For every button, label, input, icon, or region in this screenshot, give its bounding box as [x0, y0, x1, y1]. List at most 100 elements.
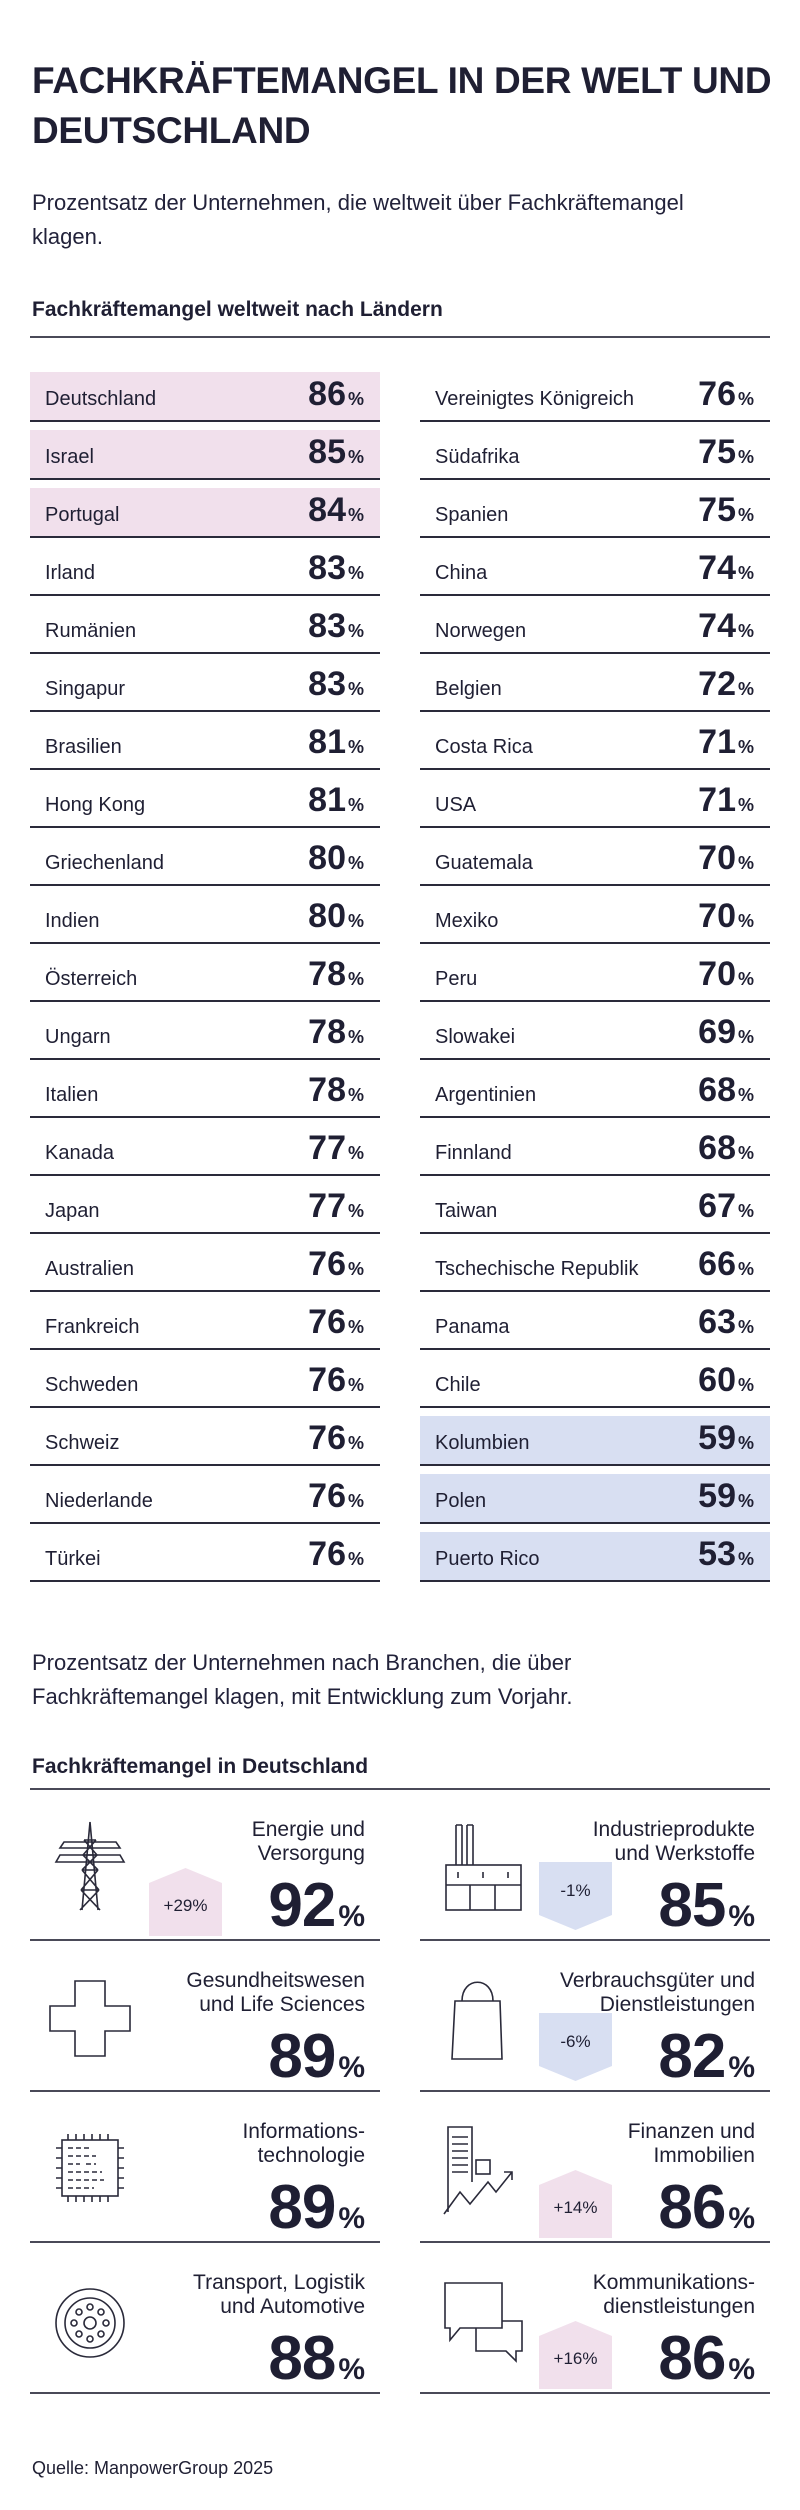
- country-name: Schweiz: [45, 1432, 120, 1454]
- percent-number: 60: [698, 1361, 736, 1399]
- country-value: 76%: [308, 1303, 364, 1342]
- percent-sign: %: [737, 737, 754, 757]
- percent-number: 85: [658, 1871, 726, 1940]
- country-name: China: [435, 562, 488, 584]
- country-name: Belgien: [435, 678, 502, 700]
- country-row: Australien 76%: [30, 1242, 380, 1292]
- country-row: Ungarn 78%: [30, 1010, 380, 1060]
- sector-tile: Transport, Logistik und Automotive 88%: [30, 2243, 380, 2394]
- country-row: Irland 83%: [30, 546, 380, 596]
- percent-number: 84: [308, 491, 346, 529]
- percent-number: 76: [308, 1535, 346, 1573]
- percent-sign: %: [347, 1259, 364, 1279]
- percent-number: 68: [698, 1071, 736, 1109]
- country-name: Rumänien: [45, 620, 137, 642]
- country-name: Guatemala: [435, 852, 533, 874]
- percent-sign: %: [347, 795, 364, 815]
- country-row: Italien 78%: [30, 1068, 380, 1118]
- country-value: 71%: [698, 723, 754, 762]
- country-name: Frankreich: [45, 1316, 140, 1338]
- percent-sign: %: [737, 1259, 754, 1279]
- sector-value: 82%: [658, 2021, 755, 2092]
- percent-sign: %: [347, 621, 364, 641]
- country-name: Finnland: [435, 1142, 512, 1164]
- country-row: USA 71%: [420, 778, 770, 828]
- country-row: Costa Rica 71%: [420, 720, 770, 770]
- percent-sign: %: [347, 737, 364, 757]
- factory-icon: [440, 1820, 522, 1915]
- country-value: 78%: [308, 955, 364, 994]
- percent-number: 86: [658, 2324, 726, 2393]
- country-name: Hong Kong: [45, 794, 146, 816]
- country-row: Kanada 77%: [30, 1126, 380, 1176]
- country-row: Israel 85%: [30, 430, 380, 480]
- percent-number: 78: [308, 955, 346, 993]
- percent-number: 86: [658, 2173, 726, 2242]
- sector-value: 85%: [658, 1870, 755, 1941]
- world-subtitle: Prozentsatz der Unternehmen, die weltwei…: [32, 190, 684, 249]
- percent-sign: %: [737, 389, 754, 409]
- percent-number: 83: [308, 665, 346, 703]
- country-row: Brasilien 81%: [30, 720, 380, 770]
- percent-sign: %: [728, 2353, 755, 2386]
- country-value: 77%: [308, 1187, 364, 1226]
- country-row: Guatemala 70%: [420, 836, 770, 886]
- percent-sign: %: [737, 505, 754, 525]
- country-row: Polen 59%: [420, 1474, 770, 1524]
- percent-sign: %: [347, 1143, 364, 1163]
- country-name: Deutschland: [45, 388, 157, 410]
- percent-number: 72: [698, 665, 736, 703]
- percent-sign: %: [737, 1491, 754, 1511]
- percent-number: 66: [698, 1245, 736, 1283]
- percent-sign: %: [737, 1143, 754, 1163]
- country-value: 75%: [698, 433, 754, 472]
- percent-number: 76: [308, 1245, 346, 1283]
- percent-sign: %: [737, 679, 754, 699]
- country-value: 67%: [698, 1187, 754, 1226]
- percent-sign: %: [347, 911, 364, 931]
- percent-number: 75: [698, 433, 736, 471]
- percent-sign: %: [347, 1375, 364, 1395]
- country-value: 75%: [698, 491, 754, 530]
- country-value: 85%: [308, 433, 364, 472]
- country-row: Panama 63%: [420, 1300, 770, 1350]
- country-name: Vereinigtes Königreich: [435, 388, 635, 410]
- country-name: Costa Rica: [435, 736, 533, 758]
- country-row: Hong Kong 81%: [30, 778, 380, 828]
- country-value: 78%: [308, 1013, 364, 1052]
- country-name: Taiwan: [435, 1200, 498, 1222]
- percent-sign: %: [347, 853, 364, 873]
- percent-number: 80: [308, 897, 346, 935]
- percent-sign: %: [737, 1027, 754, 1047]
- country-name: Australien: [45, 1258, 134, 1280]
- country-row: Frankreich 76%: [30, 1300, 380, 1350]
- country-value: 77%: [308, 1129, 364, 1168]
- country-row: Belgien 72%: [420, 662, 770, 712]
- country-value: 69%: [698, 1013, 754, 1052]
- percent-sign: %: [737, 853, 754, 873]
- sector-tile: Industrieprodukte und Werkstoffe -1% 85%: [420, 1790, 770, 1941]
- country-name: Slowakei: [435, 1026, 516, 1048]
- country-name: Brasilien: [45, 736, 122, 758]
- percent-sign: %: [347, 1433, 364, 1453]
- sector-tile: Finanzen und Immobilien +14% 86%: [420, 2092, 770, 2243]
- sector-label: Kommunikations- dienstleistungen: [592, 2271, 755, 2318]
- percent-sign: %: [338, 2353, 365, 2386]
- country-name: USA: [435, 794, 477, 816]
- percent-sign: %: [737, 447, 754, 467]
- percent-number: 76: [308, 1477, 346, 1515]
- country-row: Indien 80%: [30, 894, 380, 944]
- percent-sign: %: [347, 1201, 364, 1221]
- country-value: 59%: [698, 1477, 754, 1516]
- country-value: 83%: [308, 607, 364, 646]
- change-badge-up: +29%: [149, 1868, 222, 1936]
- country-row: Österreich 78%: [30, 952, 380, 1002]
- percent-sign: %: [347, 1085, 364, 1105]
- country-row: Singapur 83%: [30, 662, 380, 712]
- percent-number: 71: [698, 781, 736, 819]
- country-row: Peru 70%: [420, 952, 770, 1002]
- country-value: 71%: [698, 781, 754, 820]
- sector-value: 86%: [658, 2323, 755, 2394]
- percent-sign: %: [338, 2202, 365, 2235]
- percent-number: 83: [308, 607, 346, 645]
